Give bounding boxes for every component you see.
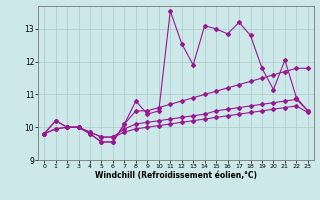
X-axis label: Windchill (Refroidissement éolien,°C): Windchill (Refroidissement éolien,°C)	[95, 171, 257, 180]
